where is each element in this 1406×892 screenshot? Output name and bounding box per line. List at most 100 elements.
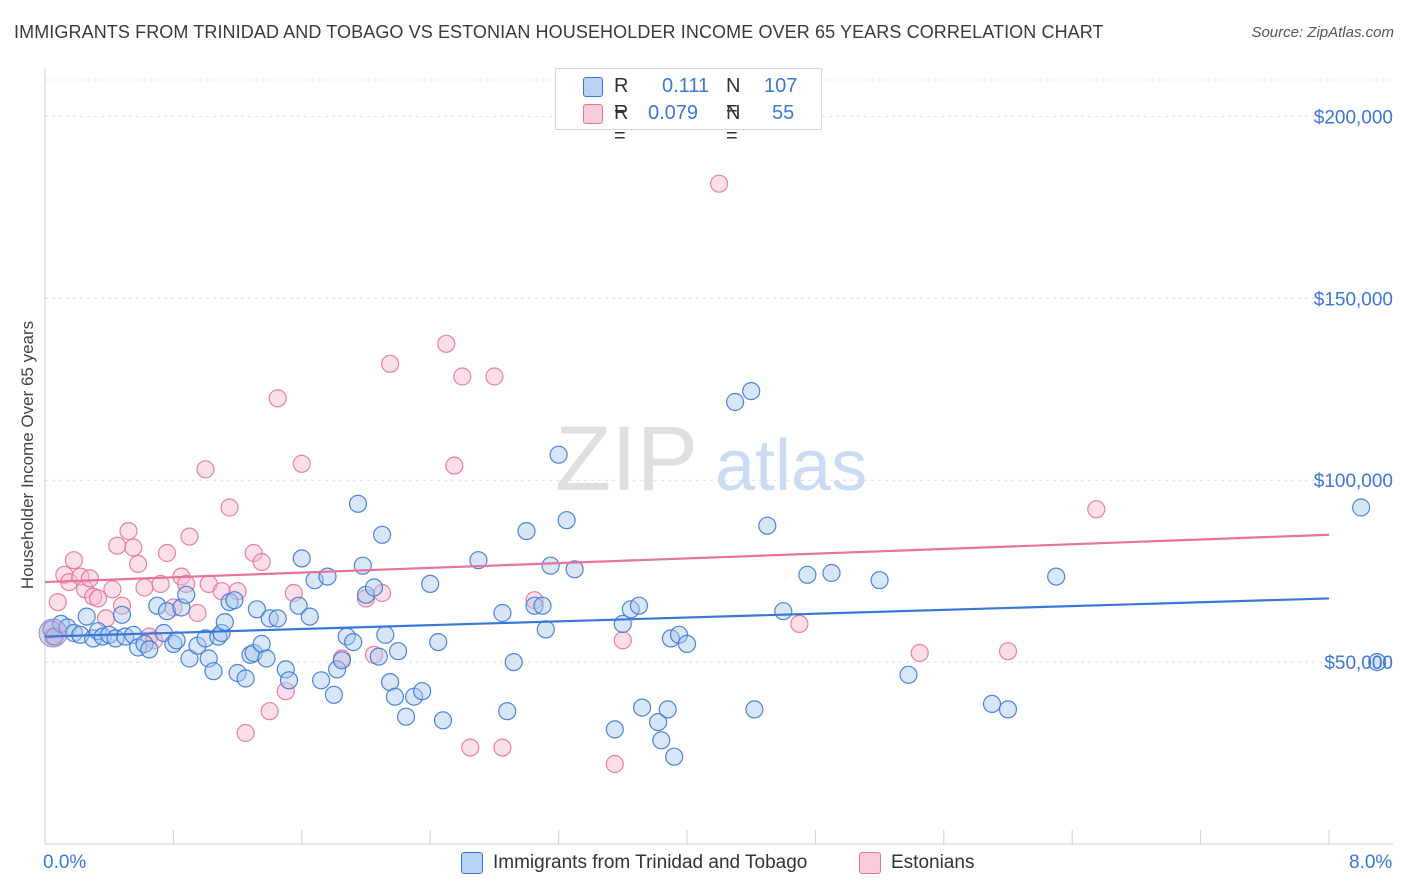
trend-lines (44, 533, 1330, 638)
estonians-point-12 (108, 536, 127, 555)
trinidad-point-40 (252, 634, 271, 654)
trinidad-point-16 (135, 634, 154, 654)
estonians-point-9 (88, 589, 108, 608)
estonians-point-36 (268, 389, 287, 408)
trinidad-point-34 (225, 591, 244, 610)
trinidad-point-50 (312, 671, 331, 690)
n-value: 55 (772, 102, 795, 124)
estonians-point-58 (1087, 500, 1106, 519)
trinidad-point-77 (517, 521, 536, 541)
trinidad-point-91 (652, 731, 671, 750)
overlap-cluster-point (38, 618, 68, 648)
trinidad-points (38, 382, 1387, 766)
y-tick-label-2: $150,000 (1314, 289, 1393, 310)
watermark-zip: ZIP (555, 408, 698, 510)
estonians-point-54 (709, 174, 729, 193)
estonians-point-49 (485, 367, 504, 386)
estonians-point-50 (493, 738, 512, 757)
estonians-point-47 (453, 367, 472, 386)
stats-legend: R = 0.111 N = 107 R = 0.079 N = 55 (555, 68, 822, 147)
bottom-legend-label: Immigrants from Trinidad and Tobago (493, 852, 808, 873)
trinidad-point-54 (332, 651, 351, 670)
trinidad-point-70 (421, 574, 440, 594)
estonians-point-35 (260, 702, 279, 721)
trinidad-trend-line (44, 597, 1330, 638)
estonians-point-21 (157, 543, 177, 563)
trinidad-point-99 (745, 700, 764, 719)
trinidad-point-92 (658, 700, 677, 719)
n-key: N = (726, 102, 741, 147)
trinidad-point-88 (629, 596, 649, 615)
estonians-point-1 (48, 592, 67, 612)
n-key: N = (726, 75, 741, 120)
trinidad-point-105 (899, 665, 918, 684)
trinidad-point-12 (112, 605, 132, 624)
trinidad-point-69 (413, 682, 432, 701)
trinidad-point-104 (870, 571, 889, 590)
estonians-point-26 (188, 603, 207, 623)
trinidad-point-39 (247, 600, 266, 619)
trinidad-point-107 (998, 700, 1018, 719)
source-label: Source: ZipAtlas.com (1251, 24, 1394, 41)
axes (44, 68, 1393, 845)
trinidad-point-41 (257, 649, 276, 668)
trinidad-point-36 (236, 669, 255, 688)
trinidad-point-74 (493, 603, 512, 623)
trinidad-point-29 (204, 662, 223, 681)
trinidad-point-102 (798, 565, 817, 584)
n-value: 107 (764, 75, 798, 97)
trinidad-point-64 (381, 672, 400, 692)
trinidad-point-60 (364, 578, 384, 597)
estonians-point-46 (445, 456, 464, 475)
trinidad-point-73 (469, 551, 488, 570)
trinidad-point-66 (389, 642, 408, 661)
watermark: ZIP atlas (555, 408, 867, 510)
trinidad-point-6 (77, 607, 96, 626)
trinidad-point-75 (498, 702, 517, 721)
trinidad-point-89 (632, 698, 652, 717)
trinidad-point-46 (289, 596, 308, 615)
estonians-point-34 (252, 552, 271, 572)
trinidad-point-57 (348, 494, 368, 513)
trinidad-point-43 (268, 609, 287, 628)
estonians-trend-line (44, 533, 1330, 584)
trinidad-point-103 (822, 563, 841, 583)
trinidad-point-94 (665, 747, 684, 766)
estonians-point-53 (613, 631, 632, 650)
estonians-point-7 (80, 569, 100, 588)
r-value: 0.111 (662, 75, 710, 97)
trinidad-point-109 (1351, 498, 1371, 517)
trinidad-point-63 (376, 625, 395, 644)
estonians-point-32 (236, 723, 255, 743)
estonians-point-44 (381, 354, 400, 373)
trinidad-point-67 (397, 707, 416, 726)
trinidad-point-100 (758, 516, 777, 535)
r-key: R = (614, 102, 629, 147)
trinidad-point-47 (292, 549, 311, 568)
pink-swatch (583, 104, 603, 124)
estonians-point-56 (910, 643, 929, 663)
r-key: R = (614, 75, 629, 120)
estonians-point-24 (177, 574, 196, 594)
trinidad-point-108 (1047, 567, 1066, 586)
r-value: 0.079 (648, 102, 699, 124)
chart-title: IMMIGRANTS FROM TRINIDAD AND TOBAGO VS E… (14, 22, 1104, 42)
bottom-legend-label: Estonians (891, 852, 975, 873)
estonians-point-30 (220, 498, 239, 517)
trinidad-point-62 (373, 525, 392, 544)
trinidad-point-101 (774, 602, 793, 621)
estonians-point-14 (119, 521, 138, 541)
estonians-point-55 (790, 614, 809, 634)
trinidad-point-56 (344, 632, 363, 652)
trinidad-point-96 (677, 634, 697, 654)
estonians-point-27 (196, 460, 215, 479)
watermark-atlas: atlas (715, 426, 867, 506)
estonians-point-15 (124, 538, 143, 557)
estonians-point-25 (180, 527, 199, 546)
y-tick-label-3: $200,000 (1314, 107, 1393, 128)
estonians-point-37 (276, 682, 295, 701)
estonians-point-11 (103, 580, 122, 599)
trinidad-point-84 (565, 560, 584, 579)
trinidad-point-44 (276, 660, 295, 679)
trinidad-point-45 (279, 671, 299, 690)
